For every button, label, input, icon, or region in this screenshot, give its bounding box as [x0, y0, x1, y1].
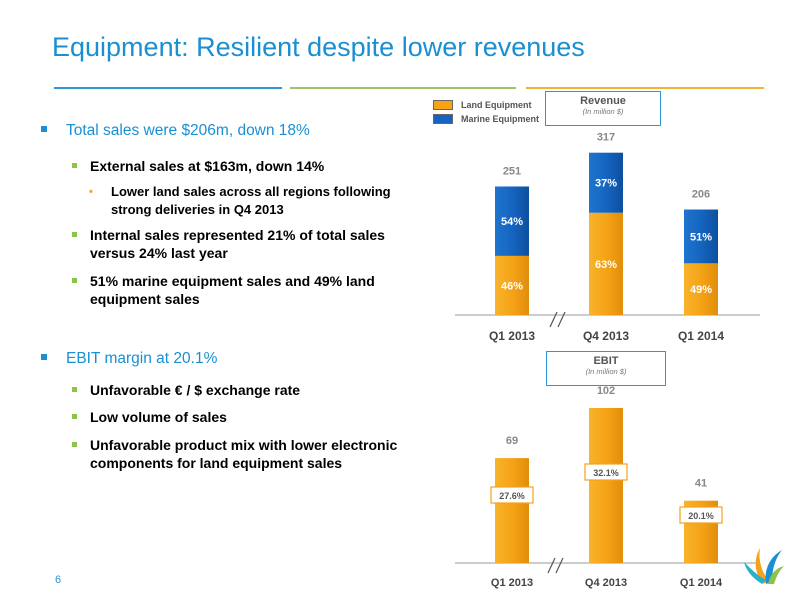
company-logo-icon	[744, 548, 784, 584]
bullet-line: components for land equipment sales	[90, 455, 343, 471]
axis-break-mark	[549, 311, 558, 328]
legend-swatch-land	[433, 100, 453, 110]
revenue-land-share-label: 46%	[501, 280, 523, 292]
ebit-value-label: 41	[695, 478, 707, 490]
revenue-chart-title-box: Revenue (In million $)	[545, 91, 661, 126]
revenue-total-label: 251	[503, 165, 521, 177]
square-bullet-icon	[41, 354, 47, 360]
bullet-line: Low volume of sales	[90, 409, 227, 425]
revenue-x-tick-label: Q1 2013	[489, 329, 535, 343]
square-bullet-icon	[72, 163, 77, 168]
square-bullet-icon	[72, 442, 77, 447]
square-bullet-icon	[41, 126, 47, 132]
bullet-line: strong deliveries in Q4 2013	[111, 202, 284, 217]
bullet-low-volume: Low volume of sales	[72, 408, 227, 426]
square-bullet-icon	[72, 232, 77, 237]
revenue-marine-share-label: 37%	[595, 178, 617, 190]
ebit-bar	[495, 458, 529, 563]
axis-break-mark	[555, 557, 564, 574]
bullet-lower-land-sales: • Lower land sales across all regions fo…	[89, 183, 391, 219]
ebit-chart-title: EBIT	[593, 355, 619, 367]
title-rule-green	[290, 87, 516, 89]
legend-label-marine: Marine Equipment	[461, 114, 540, 124]
revenue-land-share-label: 63%	[595, 259, 617, 271]
legend-item-marine: Marine Equipment	[433, 112, 539, 126]
revenue-bar-marine	[589, 152, 623, 213]
chart-legend: Land Equipment Marine Equipment	[433, 98, 539, 126]
bullet-marine-land-split: 51% marine equipment sales and 49% land …	[72, 272, 375, 308]
ebit-x-tick-label: Q4 2013	[585, 577, 627, 589]
revenue-chart-title: Revenue	[580, 95, 626, 107]
bullet-total-sales: Total sales were $206m, down 18%	[41, 122, 310, 140]
ebit-x-tick-label: Q1 2013	[491, 577, 533, 589]
bullet-text: Total sales were $206m, down 18%	[66, 122, 310, 139]
bullet-product-mix: Unfavorable product mix with lower elect…	[72, 436, 398, 472]
revenue-total-label: 317	[597, 132, 615, 144]
bullet-internal-sales: Internal sales represented 21% of total …	[72, 226, 385, 262]
bullet-text: EBIT margin at 20.1%	[66, 350, 218, 367]
square-bullet-icon	[72, 414, 77, 419]
page-number: 6	[55, 574, 62, 586]
title-rule-blue	[54, 87, 282, 89]
legend-item-land: Land Equipment	[433, 98, 539, 112]
revenue-land-share-label: 49%	[690, 284, 712, 296]
bullet-line: Lower land sales across all regions foll…	[111, 184, 391, 199]
ebit-margin-label: 20.1%	[688, 511, 714, 521]
revenue-bar-land	[495, 255, 529, 315]
dot-bullet-icon: •	[89, 186, 93, 198]
revenue-marine-share-label: 51%	[690, 231, 712, 243]
bullet-ebit-margin: EBIT margin at 20.1%	[41, 350, 218, 368]
ebit-margin-label-box	[679, 506, 723, 524]
ebit-margin-label-box	[490, 486, 534, 504]
bullet-external-sales: External sales at $163m, down 14%	[72, 157, 325, 175]
ebit-x-tick-label: Q1 2014	[680, 577, 723, 589]
ebit-chart-title-box: EBIT (In million $)	[546, 351, 666, 386]
revenue-x-tick-label: Q4 2013	[583, 329, 629, 343]
ebit-margin-label-box	[584, 463, 628, 481]
ebit-value-label: 102	[597, 385, 615, 397]
revenue-bar-land	[684, 263, 718, 315]
ebit-value-label: 69	[506, 435, 518, 447]
bullet-line: Unfavorable € / $ exchange rate	[90, 382, 301, 398]
revenue-bar-marine	[684, 209, 718, 264]
bullet-line: 51% marine equipment sales and 49% land	[90, 273, 375, 289]
square-bullet-icon	[72, 278, 77, 283]
bullet-line: equipment sales	[90, 291, 200, 307]
revenue-marine-share-label: 54%	[501, 216, 523, 228]
ebit-bar	[589, 407, 623, 563]
ebit-margin-label: 32.1%	[593, 468, 619, 478]
revenue-total-label: 206	[692, 189, 710, 201]
bullet-exchange-rate: Unfavorable € / $ exchange rate	[72, 381, 301, 399]
legend-label-land: Land Equipment	[461, 100, 532, 110]
bullet-line: External sales at $163m, down 14%	[90, 158, 325, 174]
square-bullet-icon	[72, 387, 77, 392]
revenue-x-tick-label: Q1 2014	[678, 329, 724, 343]
ebit-chart-subtitle: (In million $)	[585, 367, 627, 376]
axis-break-mark	[557, 311, 566, 328]
bullet-line: Internal sales represented 21% of total …	[90, 227, 385, 243]
revenue-bar-marine	[495, 186, 529, 256]
revenue-chart-subtitle: (In million $)	[582, 107, 624, 116]
page-title: Equipment: Resilient despite lower reven…	[52, 32, 585, 62]
axis-break-mark	[547, 557, 556, 574]
bullet-line: versus 24% last year	[90, 245, 228, 261]
revenue-bar-land	[589, 212, 623, 315]
legend-swatch-marine	[433, 114, 453, 124]
ebit-margin-label: 27.6%	[499, 491, 525, 501]
title-rule-orange	[526, 87, 764, 89]
bullet-line: Unfavorable product mix with lower elect…	[90, 437, 398, 453]
